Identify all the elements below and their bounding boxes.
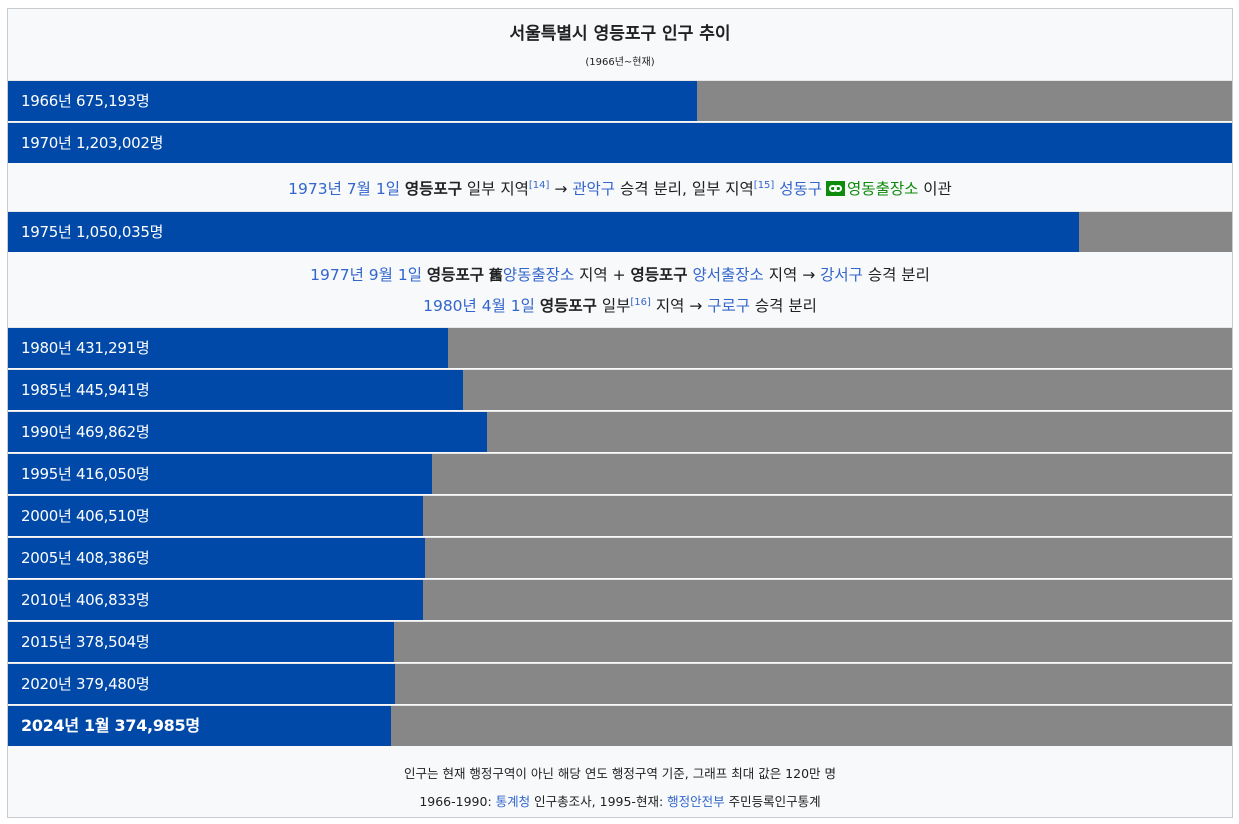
event-text: 지역 → [768, 266, 816, 284]
bar-row: 2020년 379,480명 [8, 663, 1232, 704]
bar-row: 1970년 1,203,002명 [8, 122, 1232, 163]
old-hanja-icon: 舊 [488, 268, 503, 284]
reference-link[interactable]: [15] [753, 179, 775, 191]
bar [8, 580, 423, 620]
bar-row: 2000년 406,510명 [8, 495, 1232, 536]
bar-row: 1980년 431,291명 [8, 327, 1232, 368]
bar-label: 2024년 1월 374,985명 [21, 716, 200, 735]
bar-label: 1985년 445,941명 [21, 381, 150, 399]
population-chart: 서울특별시 영등포구 인구 추이 (1966년~현재) 1966년 675,19… [7, 8, 1233, 818]
yangdong-office-link[interactable]: 양동출장소 [502, 266, 575, 284]
bar-row: 1966년 675,193명 [8, 80, 1232, 121]
event-text: 지역 + [579, 266, 626, 284]
event-1977: 1977년 9월 1일 영등포구 舊양동출장소 지역 + 영등포구 양서출장소 … [8, 263, 1232, 285]
bar-label: 2010년 406,833명 [21, 591, 150, 609]
footer-text: 1966-1990: [419, 794, 492, 809]
statistics-korea-link[interactable]: 통계청 [495, 794, 531, 809]
footer-note: 인구는 현재 행정구역이 아닌 해당 연도 행정구역 기준, 그래프 최대 값은… [403, 766, 836, 781]
bar [8, 328, 448, 368]
bar [8, 496, 423, 536]
reference-link[interactable]: [16] [630, 296, 651, 308]
bar-label: 2015년 378,504명 [21, 633, 150, 651]
event-text: 일부 [601, 297, 631, 315]
district-name: 영등포구 [426, 266, 484, 284]
district-name: 영등포구 [630, 266, 688, 284]
bar-row: 1995년 416,050명 [8, 453, 1232, 494]
bar-label: 1966년 675,193명 [21, 92, 150, 110]
event-1973: 1973년 7월 1일 영등포구 일부 지역[14] → 관악구 승격 분리, … [8, 177, 1232, 199]
bar-row: 2024년 1월 374,985명 [8, 705, 1232, 746]
reference-link[interactable]: [14] [528, 179, 550, 191]
bar-row: 2010년 406,833명 [8, 579, 1232, 620]
event-text: 승격 분리, 일부 지역 [620, 180, 754, 198]
bar-label: 2005년 408,386명 [21, 549, 150, 567]
date-link-1973[interactable]: 1973년 7월 1일 [288, 180, 400, 198]
bar-row: 1990년 469,862명 [8, 411, 1232, 452]
footer-text: 인구총조사, 1995-현재: [534, 794, 664, 809]
date-link-1980[interactable]: 1980년 4월 1일 [423, 297, 535, 315]
bar-label: 2020년 379,480명 [21, 675, 150, 693]
footer-text: 주민등록인구통계 [728, 794, 821, 809]
bar-row: 1985년 445,941명 [8, 369, 1232, 410]
gwanak-gu-link[interactable]: 관악구 [572, 180, 616, 198]
yeongdong-office-link[interactable]: 영동출장소 [847, 180, 919, 198]
bar-label: 1970년 1,203,002명 [21, 134, 164, 152]
event-text: 승격 분리 [867, 266, 930, 284]
bar-label: 1990년 469,862명 [21, 423, 150, 441]
date-link-1977[interactable]: 1977년 9월 1일 [310, 266, 422, 284]
bar [8, 370, 463, 410]
seongdong-gu-link[interactable]: 성동구 [779, 180, 823, 198]
bar-row: 1975년 1,050,035명 [8, 211, 1232, 252]
bar-label: 1975년 1,050,035명 [21, 223, 164, 241]
ministry-link[interactable]: 행정안전부 [667, 794, 725, 809]
event-1980: 1980년 4월 1일 영등포구 일부[16] 지역 → 구로구 승격 분리 [8, 294, 1232, 316]
arrow-text: → [554, 180, 568, 198]
bar [8, 454, 433, 494]
bar [8, 706, 391, 746]
bar [8, 123, 1232, 163]
event-text: 일부 지역 [466, 180, 529, 198]
event-text: 승격 분리 [754, 297, 817, 315]
bar-row: 2015년 378,504명 [8, 621, 1232, 662]
chart-subtitle: (1966년~현재) [585, 57, 655, 68]
guro-gu-link[interactable]: 구로구 [707, 297, 750, 315]
event-text: 지역 → [655, 297, 703, 315]
bar [8, 212, 1079, 252]
bar [8, 81, 697, 121]
footer-source: 1966-1990: 통계청 인구총조사, 1995-현재: 행정안전부 주민등… [8, 791, 1232, 810]
bar-label: 1980년 431,291명 [21, 339, 150, 357]
bar [8, 664, 396, 704]
chart-title: 서울특별시 영등포구 인구 추이 [509, 24, 731, 44]
yangseo-office-link[interactable]: 양서출장소 [692, 266, 764, 284]
district-name: 영등포구 [539, 297, 597, 315]
link-icon[interactable] [826, 181, 846, 196]
district-name: 영등포구 [404, 180, 462, 198]
bar-label: 1995년 416,050명 [21, 465, 150, 483]
bar [8, 538, 425, 578]
gangseo-gu-link[interactable]: 강서구 [820, 266, 863, 284]
bar-row: 2005년 408,386명 [8, 537, 1232, 578]
bar-label: 2000년 406,510명 [21, 507, 150, 525]
event-text: 이관 [923, 180, 952, 198]
bar [8, 622, 395, 662]
bar [8, 412, 488, 452]
